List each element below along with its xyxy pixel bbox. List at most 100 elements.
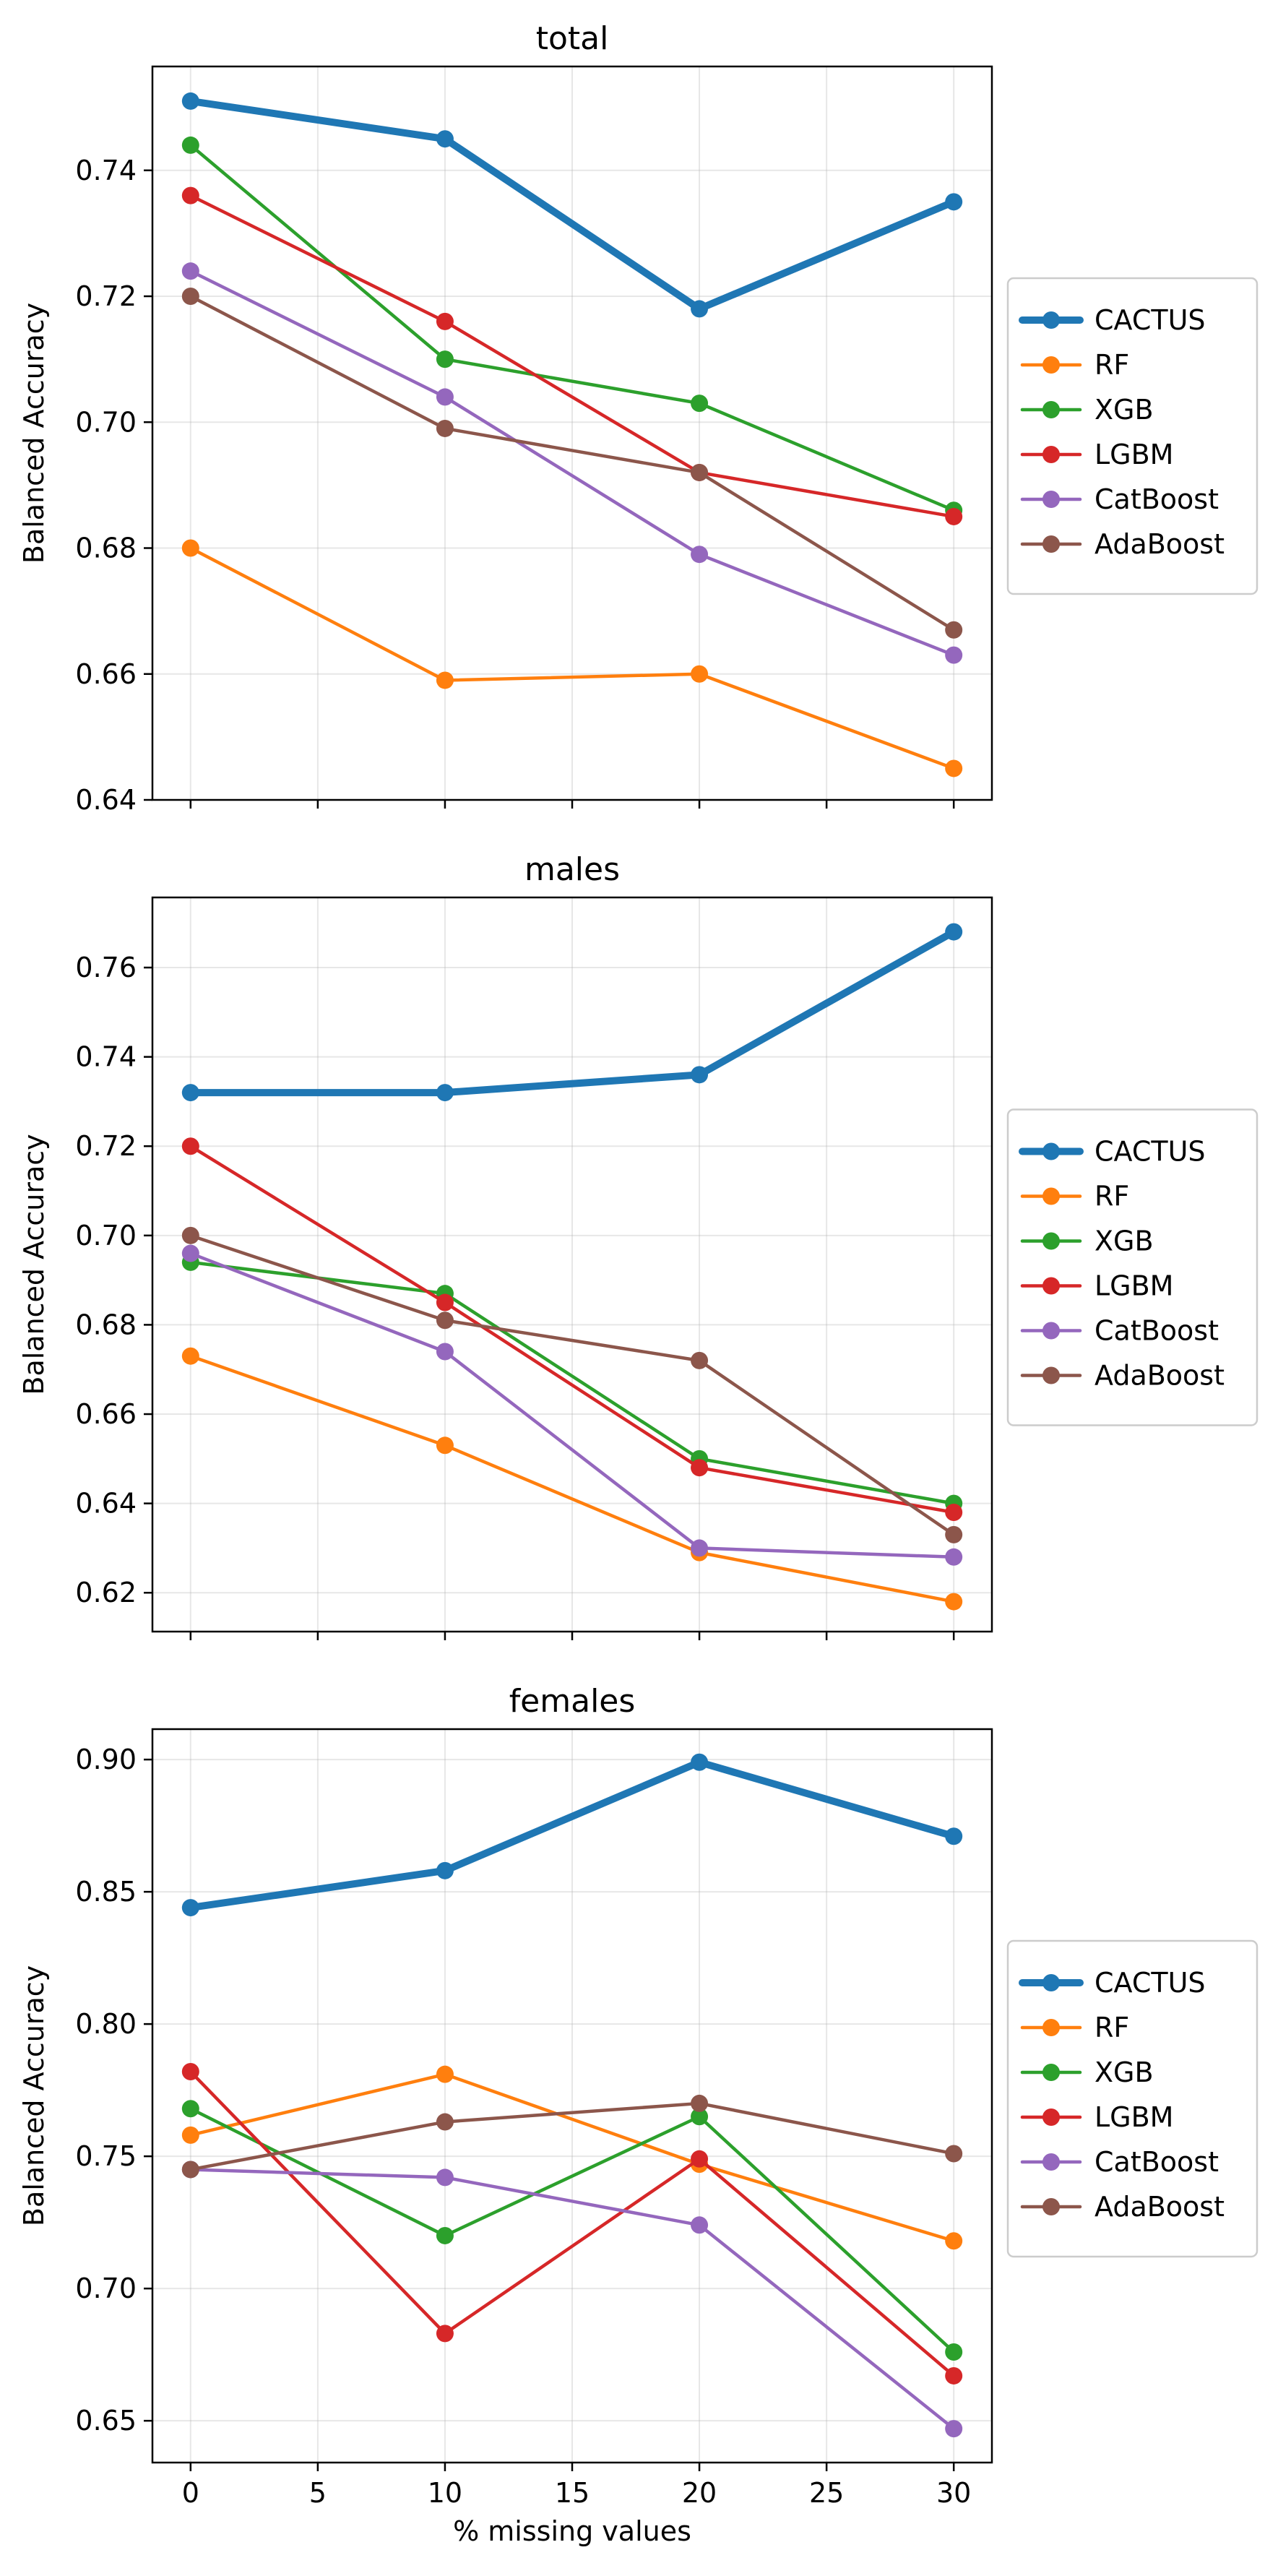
legend-swatch-marker — [1042, 1232, 1060, 1250]
legend-swatch-marker — [1042, 1277, 1060, 1295]
legend-item-adaboost: AdaBoost — [1020, 2191, 1225, 2223]
data-point-lgbm — [691, 1459, 709, 1477]
legend-swatch-marker — [1042, 311, 1060, 329]
y-tick-label: 0.72 — [75, 1130, 137, 1162]
y-axis-label: Balanced Accuracy — [18, 303, 50, 564]
data-point-adaboost — [181, 288, 199, 306]
data-point-rf — [436, 671, 454, 689]
series-line-rf — [189, 2072, 956, 2243]
y-tick-label: 0.74 — [75, 1041, 137, 1073]
panel-females: 0.65 0.70 0.75 0.80 0.85 0.90 0 5 10 15 20 25 30 fema… — [18, 1683, 1258, 2547]
legend-item-adaboost: AdaBoost — [1020, 1360, 1225, 1392]
data-point-adaboost — [945, 2145, 963, 2163]
series-line-adaboost — [189, 1233, 956, 1537]
legend-swatch-marker — [1042, 2019, 1060, 2036]
panel-title: males — [524, 851, 620, 888]
data-point-cactus — [181, 92, 199, 110]
data-point-cactus — [945, 1827, 963, 1845]
panel-title: total — [536, 20, 609, 57]
data-point-rf — [181, 1347, 199, 1365]
y-tick-label: 0.68 — [75, 533, 137, 564]
data-point-lgbm — [181, 186, 199, 204]
data-point-lgbm — [436, 2325, 454, 2343]
panel-title: females — [509, 1683, 636, 1720]
series-lgbm — [181, 2063, 963, 2385]
data-point-xgb — [181, 2100, 199, 2118]
legend-item-xgb: XGB — [1020, 1225, 1154, 1257]
series-line-cactus — [186, 1758, 958, 1912]
legend: CACTUS RF XGB LGBM CatBoost AdaBoost — [1006, 277, 1258, 595]
legend-label: AdaBoost — [1094, 528, 1225, 560]
data-point-cactus — [436, 1861, 454, 1879]
legend-item-rf: RF — [1020, 1181, 1129, 1212]
legend-label: CACTUS — [1094, 1136, 1206, 1168]
data-point-rf — [181, 2126, 199, 2144]
series-cactus — [181, 92, 963, 318]
y-tick-label: 0.70 — [75, 2273, 137, 2304]
data-point-xgb — [945, 2343, 963, 2361]
data-point-catboost — [436, 388, 454, 406]
series-adaboost — [181, 2094, 963, 2179]
data-point-catboost — [691, 546, 709, 564]
legend-label: AdaBoost — [1094, 1360, 1225, 1392]
y-tick-label: 0.80 — [75, 2008, 137, 2040]
legend-label: LGBM — [1094, 2101, 1173, 2133]
series-line-xgb — [189, 143, 956, 512]
data-point-cactus — [436, 1084, 454, 1102]
y-axis-label: Balanced Accuracy — [18, 1134, 50, 1395]
series-line-catboost — [189, 1252, 956, 1559]
data-point-rf — [945, 1593, 963, 1611]
legend-label: LGBM — [1094, 439, 1173, 470]
legend-label: CatBoost — [1094, 483, 1219, 515]
legend-label: XGB — [1094, 1225, 1154, 1257]
y-axis-label: Balanced Accuracy — [18, 1965, 50, 2226]
legend-box — [1006, 1939, 1258, 2258]
data-point-lgbm — [945, 507, 963, 525]
data-point-catboost — [436, 1343, 454, 1361]
legend-swatch-marker — [1042, 2108, 1060, 2126]
legend-label: LGBM — [1094, 1270, 1173, 1302]
legend-item-rf: RF — [1020, 2012, 1129, 2043]
legend-item-lgbm: LGBM — [1020, 2101, 1173, 2133]
data-point-adaboost — [691, 2094, 709, 2112]
series-line-adaboost — [189, 2101, 956, 2171]
data-point-catboost — [945, 2420, 963, 2438]
data-point-lgbm — [436, 1293, 454, 1311]
data-point-cactus — [436, 130, 454, 148]
y-tick-label: 0.66 — [75, 658, 137, 690]
data-point-catboost — [945, 646, 963, 664]
y-tick-label: 0.62 — [75, 1577, 137, 1608]
legend: CACTUS RF XGB LGBM CatBoost AdaBoost — [1006, 1939, 1258, 2258]
plot-area — [181, 92, 963, 777]
x-tick-label: 15 — [555, 2477, 590, 2509]
series-adaboost — [181, 1226, 963, 1543]
y-tick-label: 0.72 — [75, 280, 137, 312]
panel-total: 0.64 0.66 0.68 0.70 0.72 0.74 total Balanced Ac… — [18, 20, 1258, 816]
data-point-catboost — [945, 1548, 963, 1566]
data-point-xgb — [181, 136, 199, 154]
data-point-adaboost — [691, 1351, 709, 1369]
data-point-catboost — [691, 1539, 709, 1557]
data-point-rf — [181, 539, 199, 557]
x-axis-label: % missing values — [453, 2515, 691, 2547]
data-point-xgb — [436, 350, 454, 369]
legend: CACTUS RF XGB LGBM CatBoost AdaBoost — [1006, 1108, 1258, 1426]
series-lgbm — [181, 1137, 963, 1521]
data-point-catboost — [181, 262, 199, 280]
data-point-adaboost — [945, 621, 963, 639]
legend-swatch-marker — [1042, 446, 1060, 463]
legend-item-cactus: CACTUS — [1019, 1967, 1206, 1999]
legend-swatch-marker — [1042, 1974, 1060, 1991]
legend-item-catboost: CatBoost — [1020, 2146, 1219, 2178]
y-tick-label: 0.74 — [75, 155, 137, 186]
legend-label: XGB — [1094, 394, 1154, 426]
data-point-rf — [436, 2065, 454, 2083]
data-point-catboost — [181, 1244, 199, 1262]
legend-swatch-marker — [1042, 2153, 1060, 2171]
y-tick-label: 0.68 — [75, 1309, 137, 1340]
series-line-adaboost — [189, 294, 956, 632]
data-point-rf — [436, 1436, 454, 1455]
data-point-lgbm — [181, 2063, 199, 2081]
series-line-lgbm — [189, 194, 956, 519]
data-point-lgbm — [181, 1137, 199, 1155]
